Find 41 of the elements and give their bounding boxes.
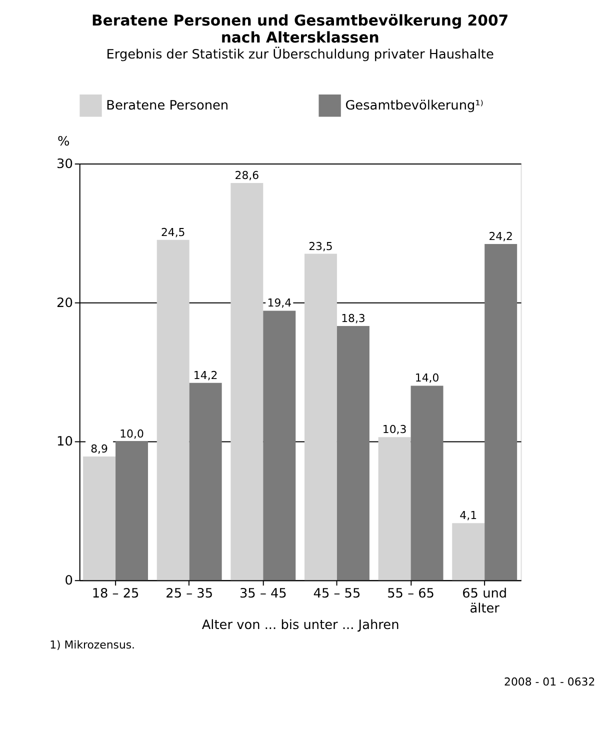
bar [304, 254, 337, 580]
data-label: 18,3 [341, 312, 366, 326]
x-tick-label: 18 – 25 [92, 586, 140, 602]
bar [116, 441, 148, 580]
chart-subtitle: Ergebnis der Statistik zur Überschuldung privater Haushalte [106, 46, 494, 62]
bar [263, 310, 296, 580]
bar [378, 437, 411, 580]
data-label: 14,2 [193, 368, 218, 382]
x-tick-label: 25 – 35 [166, 586, 214, 602]
x-tick-label: 35 – 45 [239, 586, 287, 602]
data-label: 19,4 [267, 296, 292, 310]
bar [83, 456, 116, 580]
y-tick-label: 20 [56, 296, 73, 311]
text: 1) Mikrozensus. [50, 638, 136, 652]
bar [189, 382, 222, 580]
y-tick-label: 30 [56, 156, 73, 172]
data-label: 24,2 [488, 230, 513, 244]
y-tick-label: 0 [64, 574, 73, 589]
data-label: 28,6 [234, 168, 260, 182]
bar [230, 182, 264, 580]
bar [410, 386, 444, 580]
bar [484, 244, 518, 580]
x-tick-label: 55 – 65 [387, 586, 434, 602]
x-axis-title: Alter von ... bis unter ... Jahren [202, 618, 400, 634]
data-label: 10,3 [382, 423, 407, 436]
legend-label: Beratene Personen [106, 98, 229, 114]
chart-title: Beratene Personen und Gesamtbevölkerung 2007 nach Altersklassen [91, 12, 509, 46]
data-label: 24,5 [160, 226, 186, 239]
legend-label: Gesamtbevölkerung¹⁾ [345, 98, 484, 114]
x-tick-label: 45 – 55 [313, 586, 361, 602]
data-label: 23,5 [308, 240, 333, 253]
y-tick-label: 10 [56, 434, 73, 450]
bar [156, 240, 190, 580]
data-label: 14,0 [414, 372, 440, 385]
data-label: 4,1 [460, 509, 478, 522]
text: 2008 - 01 - 0632 [504, 675, 596, 688]
bar [336, 326, 370, 580]
data-label: 10,0 [120, 427, 144, 440]
x-tick-label: 65 und älter [462, 586, 508, 616]
data-label: 8,9 [90, 442, 108, 456]
y-axis-title: % [58, 134, 70, 150]
